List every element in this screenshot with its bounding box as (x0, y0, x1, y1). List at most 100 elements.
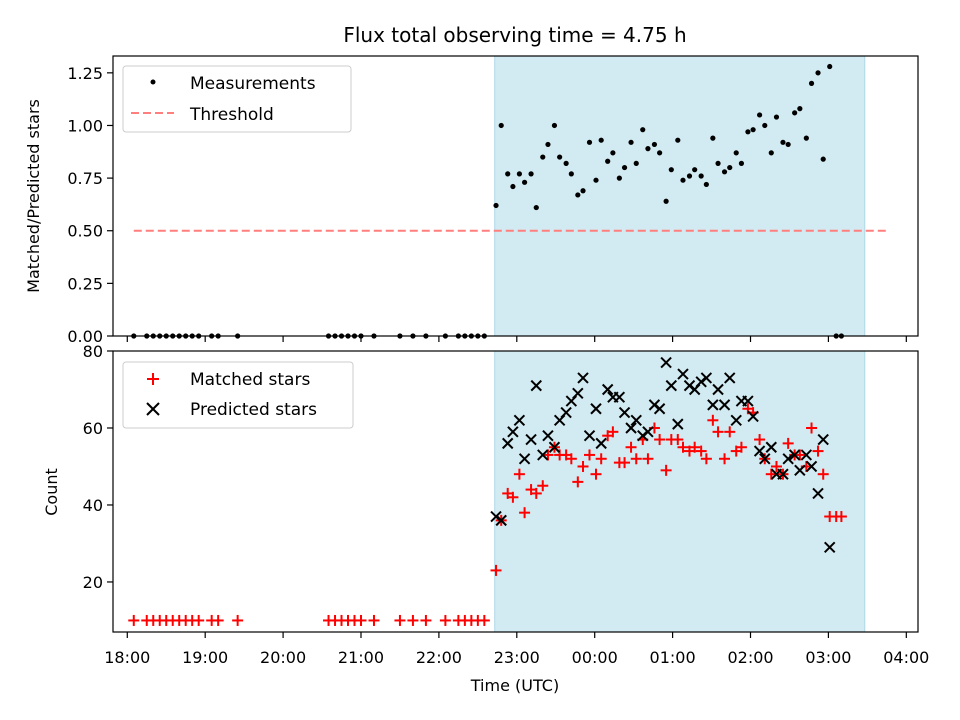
measurement-point (598, 137, 604, 143)
predicted-point (817, 433, 829, 446)
predicted-point (812, 487, 824, 500)
predicted-point (759, 453, 771, 465)
legend-threshold-label: Threshold (189, 105, 274, 125)
x-tick-label: 23:00 (494, 648, 540, 667)
matched-point (794, 449, 806, 461)
predicted-point (525, 433, 537, 446)
measurement-point (605, 158, 611, 164)
measurement-point (575, 192, 581, 198)
measurement-point (773, 114, 780, 120)
x-tick-label: 02:00 (727, 648, 773, 667)
chart-title: Flux total observing time = 4.75 h (343, 23, 686, 47)
matched-point (672, 434, 684, 446)
matched-point (817, 468, 829, 480)
measurement-point (593, 177, 599, 183)
measurement-point (738, 160, 745, 166)
measurement-point (815, 70, 821, 76)
measurement-point (785, 141, 791, 148)
measurement-point (640, 127, 646, 133)
predicted-point (677, 368, 689, 380)
predicted-point (660, 356, 672, 369)
bottom-y-tick-label: 20 (83, 573, 103, 592)
measurement-point (645, 146, 651, 152)
predicted-point (513, 414, 526, 426)
matched-point (530, 487, 542, 499)
bottom-legend-box (122, 361, 354, 429)
predicted-point (548, 441, 561, 453)
matched-point (765, 468, 777, 480)
matched-point (689, 441, 701, 453)
measurement-point (610, 150, 616, 156)
top-legend: Measurements Threshold (122, 65, 352, 133)
matched-point (394, 614, 406, 626)
measurement-point (820, 156, 826, 162)
predicted-point (590, 403, 602, 415)
measurement-point (686, 173, 693, 179)
measurement-point (675, 137, 681, 143)
matched-point (478, 614, 490, 626)
measurement-point (780, 139, 786, 145)
top-y-tick-label: 0.75 (67, 169, 103, 188)
predicted-point (824, 541, 836, 554)
measurement-point (698, 173, 704, 179)
x-tick-label: 00:00 (572, 648, 618, 667)
x-tick-label: 03:00 (805, 648, 851, 667)
predicted-point (537, 449, 549, 461)
predicted-point (800, 449, 813, 461)
legend-matched-marker (147, 373, 159, 385)
predicted-point (747, 410, 759, 423)
matched-point (595, 453, 607, 465)
measurement-point (510, 183, 516, 190)
bottom-legend: Matched stars Predicted stars (122, 361, 354, 429)
measurement-point (715, 160, 721, 166)
matched-point (719, 453, 731, 465)
predicted-point (595, 437, 607, 450)
predicted-point (730, 414, 742, 426)
matched-point (537, 480, 549, 492)
matched-point (695, 445, 707, 457)
matched-point (660, 464, 672, 476)
matched-point (770, 460, 782, 472)
x-axis-label: Time (UTC) (470, 676, 559, 695)
predicted-point (742, 395, 754, 407)
matched-point (572, 476, 584, 488)
predicted-point (665, 379, 678, 392)
x-tick-label: 22:00 (416, 648, 462, 667)
measurement-point (680, 177, 686, 183)
predicted-point (502, 437, 514, 450)
predicted-point (672, 418, 684, 430)
legend-predicted-label: Predicted stars (190, 400, 317, 420)
x-tick-label: 01:00 (650, 648, 696, 667)
bottom-panel: 20 40 60 80 18:00 19:00 20:00 21:00 22:00 23:00 00… (42, 342, 929, 695)
predicted-point (560, 406, 572, 419)
matched-point (193, 614, 205, 626)
predicted-point (788, 449, 801, 461)
measurement-point (516, 171, 522, 177)
matched-point (806, 422, 818, 434)
predicted-point (782, 453, 794, 465)
predicted-point (642, 426, 654, 438)
matched-point (407, 614, 419, 626)
predicted-point (572, 387, 584, 400)
matched-point (513, 468, 525, 480)
matched-point (507, 491, 519, 503)
matched-point (677, 441, 689, 453)
measurement-point (521, 179, 528, 185)
matched-point (782, 437, 794, 449)
predicted-point (618, 406, 631, 419)
measurement-point (580, 188, 586, 194)
matched-point (542, 449, 554, 461)
measurement-point (563, 160, 569, 166)
x-tick-label: 20:00 (260, 648, 306, 667)
measurement-point (657, 150, 663, 156)
measurement-point (808, 80, 815, 86)
top-plot-frame (112, 55, 919, 337)
measurement-point (668, 167, 674, 173)
matched-point (735, 441, 747, 453)
measurement-point (710, 135, 716, 141)
bottom-y-tick-label: 60 (83, 419, 103, 438)
top-observing-span (494, 55, 866, 337)
matched-point (577, 460, 589, 472)
measurement-point (756, 112, 763, 118)
predicted-point (530, 379, 542, 392)
